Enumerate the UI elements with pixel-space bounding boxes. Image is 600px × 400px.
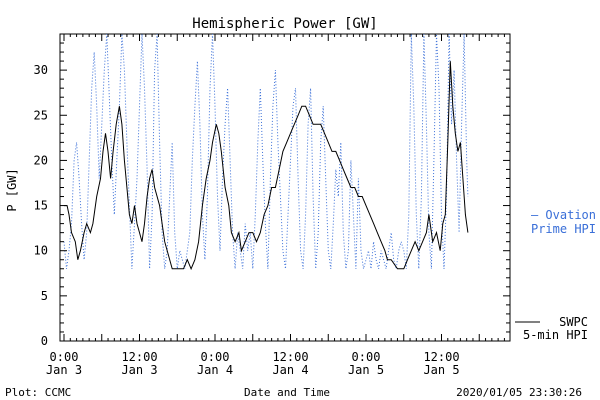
y-tick-label: 5 (41, 289, 48, 303)
x-tick-label-date: Jan 3 (121, 363, 157, 377)
y-tick-label: 0 (41, 334, 48, 348)
x-tick-label-time: 0:00 (201, 350, 230, 364)
chart-title: Hemispheric Power [GW] (192, 16, 377, 32)
legend-swpc-line1: SWPC (559, 315, 588, 329)
x-tick-label-date: Jan 5 (423, 363, 459, 377)
x-tick-label-date: Jan 3 (46, 363, 82, 377)
x-tick-label-date: Jan 4 (272, 363, 308, 377)
ovation-series-line (63, 33, 469, 269)
legend-swpc-line2: 5-min HPI (523, 328, 588, 342)
x-tick-label-time: 12:00 (423, 350, 459, 364)
y-tick-label: 15 (34, 199, 48, 213)
footer-timestamp: 2020/01/05 23:30:26 (456, 386, 582, 399)
ovation-series (63, 33, 469, 269)
x-tick-label-date: Jan 5 (348, 363, 384, 377)
swpc-series-line (64, 61, 469, 271)
plot-frame (59, 33, 511, 342)
y-axis-label: P [GW] (5, 168, 19, 211)
x-tick-label-time: 0:00 (50, 350, 79, 364)
x-tick-label-time: 12:00 (121, 350, 157, 364)
swpc-series (64, 61, 469, 271)
footer-plot-source: Plot: CCMC (5, 386, 71, 399)
y-tick-label: 20 (34, 153, 48, 167)
y-axis-ticks: 0 5 10 15 20 25 30 (34, 33, 510, 348)
y-tick-label: 10 (34, 244, 48, 258)
legend-ovation-line2: Prime HPI (531, 222, 596, 236)
y-tick-label: 25 (34, 108, 48, 122)
legend-ovation: — Ovation Prime HPI (531, 208, 596, 236)
x-tick-label-time: 12:00 (272, 350, 308, 364)
plot-area (59, 33, 511, 342)
x-axis-label: Date and Time (244, 386, 330, 399)
legend-swpc: SWPC 5-min HPI (515, 315, 588, 342)
legend-ovation-line1: — Ovation (531, 208, 596, 222)
x-tick-label-time: 0:00 (352, 350, 381, 364)
x-tick-label-date: Jan 4 (197, 363, 233, 377)
y-tick-label: 30 (34, 63, 48, 77)
